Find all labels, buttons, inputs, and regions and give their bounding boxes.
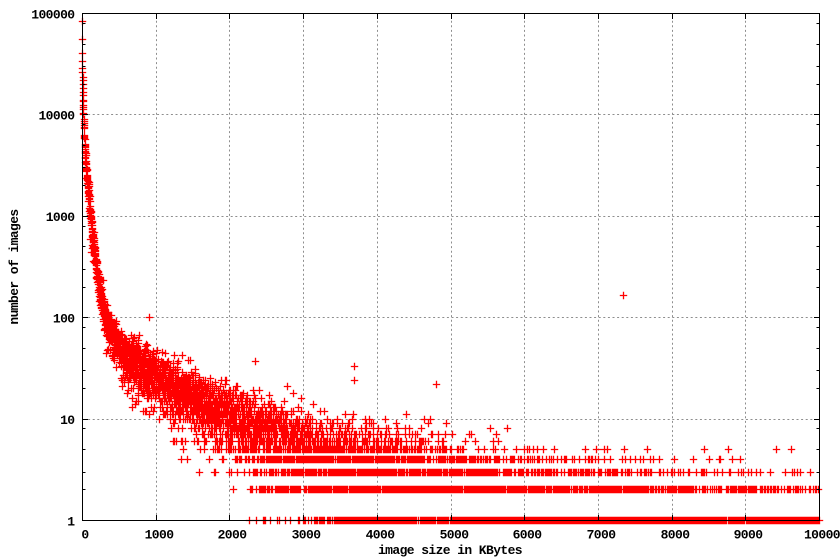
svg-text:10: 10 <box>60 413 75 428</box>
svg-text:10000: 10000 <box>38 109 75 124</box>
svg-text:4000: 4000 <box>366 528 396 543</box>
svg-text:6000: 6000 <box>513 528 543 543</box>
svg-text:5000: 5000 <box>440 528 470 543</box>
svg-text:image size in KBytes: image size in KBytes <box>378 543 523 558</box>
svg-text:1000: 1000 <box>46 210 76 225</box>
svg-text:1000: 1000 <box>145 528 175 543</box>
svg-text:3000: 3000 <box>292 528 322 543</box>
svg-text:0: 0 <box>81 528 89 543</box>
svg-text:100: 100 <box>53 312 75 327</box>
svg-text:9000: 9000 <box>734 528 764 543</box>
svg-text:number of images: number of images <box>7 209 22 325</box>
svg-text:2000: 2000 <box>218 528 248 543</box>
svg-text:1: 1 <box>67 514 75 529</box>
svg-text:7000: 7000 <box>587 528 617 543</box>
svg-text:10000: 10000 <box>804 528 840 543</box>
svg-text:8000: 8000 <box>661 528 691 543</box>
svg-text:100000: 100000 <box>31 7 75 22</box>
